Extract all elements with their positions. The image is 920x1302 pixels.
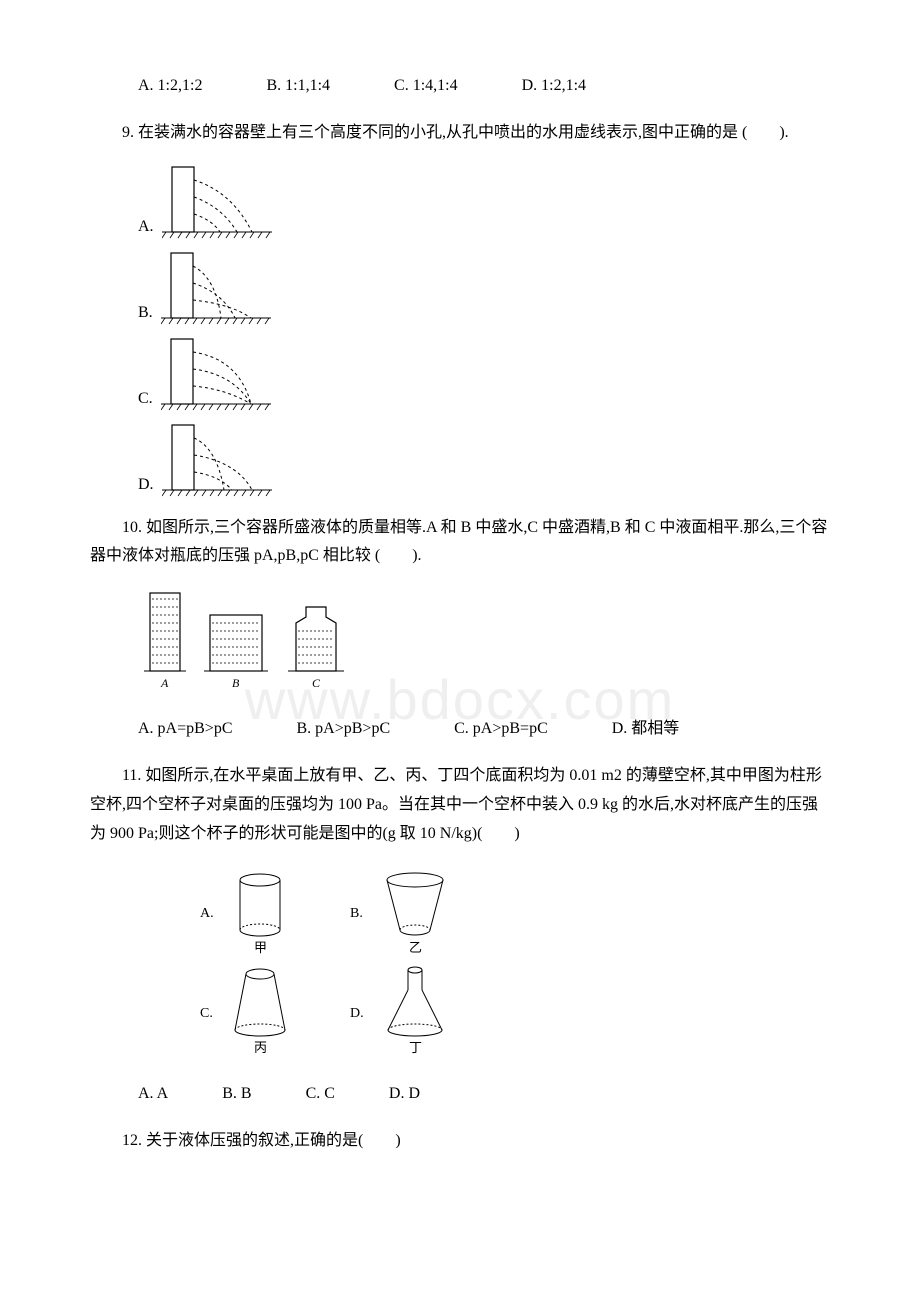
- q10-option-a: A. pA=pB>pC: [138, 715, 233, 744]
- q12-text: 12. 关于液体压强的叙述,正确的是( ): [90, 1127, 830, 1156]
- q11-row-d: D.: [350, 1006, 364, 1021]
- q9-letter-c: C.: [138, 385, 153, 414]
- q10-figure: A B C: [90, 585, 830, 695]
- q9-svg-b: [161, 248, 271, 328]
- q10-label-b: B: [232, 676, 240, 690]
- option-a: A. 1:2,1:2: [138, 72, 202, 101]
- q9-svg-d: [162, 420, 272, 500]
- q11-row-b: B.: [350, 906, 363, 921]
- option-d: D. 1:2,1:4: [522, 72, 586, 101]
- option-c: C. 1:4,1:4: [394, 72, 458, 101]
- option-b: B. 1:1,1:4: [266, 72, 330, 101]
- q9-choice-b: B.: [138, 248, 830, 328]
- q10-option-d: D. 都相等: [612, 715, 680, 744]
- q9-letter-a: A.: [138, 213, 154, 242]
- q11-row-c: C.: [200, 1006, 213, 1021]
- q9-letter-d: D.: [138, 471, 154, 500]
- q11-cup-1: 甲: [254, 940, 267, 955]
- q9-choice-c: C.: [138, 334, 830, 414]
- q10-option-c: C. pA>pB=pC: [454, 715, 548, 744]
- q11-option-d: D. D: [389, 1080, 420, 1109]
- q11-option-a: A. A: [138, 1080, 168, 1109]
- q10-text: 10. 如图所示,三个容器所盛液体的质量相等.A 和 B 中盛水,C 中盛酒精,…: [90, 514, 830, 572]
- q10-options: A. pA=pB>pC B. pA>pB>pC C. pA>pB=pC D. 都…: [90, 715, 830, 744]
- q9-choice-d: D.: [138, 420, 830, 500]
- q9-letter-b: B.: [138, 299, 153, 328]
- q10-label-a: A: [160, 676, 169, 690]
- top-options-row: A. 1:2,1:2 B. 1:1,1:4 C. 1:4,1:4 D. 1:2,…: [90, 72, 830, 101]
- q11-option-b: B. B: [222, 1080, 251, 1109]
- q11-cup-4: 丁: [409, 1040, 422, 1055]
- q11-options: A. A B. B C. C D. D: [90, 1080, 830, 1109]
- q9-text: 9. 在装满水的容器壁上有三个高度不同的小孔,从孔中喷出的水用虚线表示,图中正确…: [90, 119, 830, 148]
- q11-text: 11. 如图所示,在水平桌面上放有甲、乙、丙、丁四个底面积均为 0.01 m2 …: [90, 762, 830, 848]
- q11-figure: A. 甲 B. 乙 C. 丙 D. 丁: [90, 862, 830, 1062]
- q9-figures: A. B. C.: [90, 162, 830, 500]
- q9-svg-c: [161, 334, 271, 414]
- q11-cup-3: 丙: [254, 1040, 267, 1055]
- q10-label-c: C: [312, 676, 321, 690]
- q11-row-a: A.: [200, 906, 214, 921]
- q11-cup-2: 乙: [409, 940, 422, 955]
- q10-option-b: B. pA>pB>pC: [297, 715, 391, 744]
- q9-svg-a: [162, 162, 272, 242]
- q9-choice-a: A.: [138, 162, 830, 242]
- q11-option-c: C. C: [306, 1080, 335, 1109]
